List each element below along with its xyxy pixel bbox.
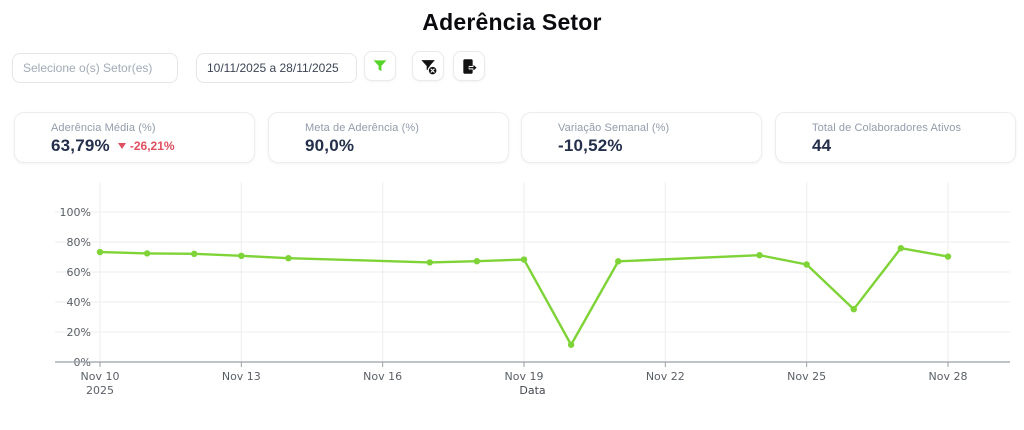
svg-text:40%: 40% [67,296,91,309]
kpi-card-adherence-avg: Aderência Média (%) 63,79% -26,21% [14,112,255,163]
svg-text:Nov 19: Nov 19 [505,370,544,383]
date-range-input[interactable] [196,53,357,83]
kpi-value: 90,0% [305,136,355,155]
kpi-value: 44 [812,136,832,155]
svg-text:Nov 16: Nov 16 [363,370,402,383]
svg-text:Nov 13: Nov 13 [222,370,261,383]
kpi-delta: -26,21% [117,139,175,153]
page-title: Aderência Setor [422,9,602,35]
kpi-label: Aderência Média (%) [51,122,156,134]
svg-text:2025: 2025 [86,384,114,397]
kpi-label: Total de Colaboradores Ativos [812,122,962,134]
kpi-card-adherence-target: Meta de Aderência (%) 90,0% [268,112,509,163]
kpi-card-active-collaborators: Total de Colaboradores Ativos 44 [775,112,1016,163]
svg-text:20%: 20% [67,326,91,339]
svg-text:Nov 25: Nov 25 [787,370,826,383]
clear-filter-button[interactable] [412,51,444,81]
svg-text:60%: 60% [67,266,91,279]
sector-select-input[interactable] [12,53,178,83]
kpi-delta-value: -26,21% [129,139,175,153]
svg-text:100%: 100% [60,206,91,219]
triangle-down-icon [117,143,126,149]
svg-text:Data: Data [519,384,545,397]
kpi-value: -10,52% [558,136,623,155]
file-export-icon [460,57,479,76]
funnel-clear-icon [419,57,438,76]
svg-text:Nov 28: Nov 28 [928,370,967,383]
kpi-card-weekly-variation: Variação Semanal (%) -10,52% [521,112,762,163]
export-button[interactable] [453,51,485,81]
apply-filter-button[interactable] [364,51,396,81]
svg-text:Nov 22: Nov 22 [646,370,685,383]
kpi-label: Meta de Aderência (%) [305,122,419,134]
kpi-label: Variação Semanal (%) [558,122,670,134]
funnel-icon [371,57,389,75]
svg-text:Nov 10: Nov 10 [81,370,120,383]
kpi-value: 63,79% [51,136,110,155]
svg-text:80%: 80% [67,236,91,249]
